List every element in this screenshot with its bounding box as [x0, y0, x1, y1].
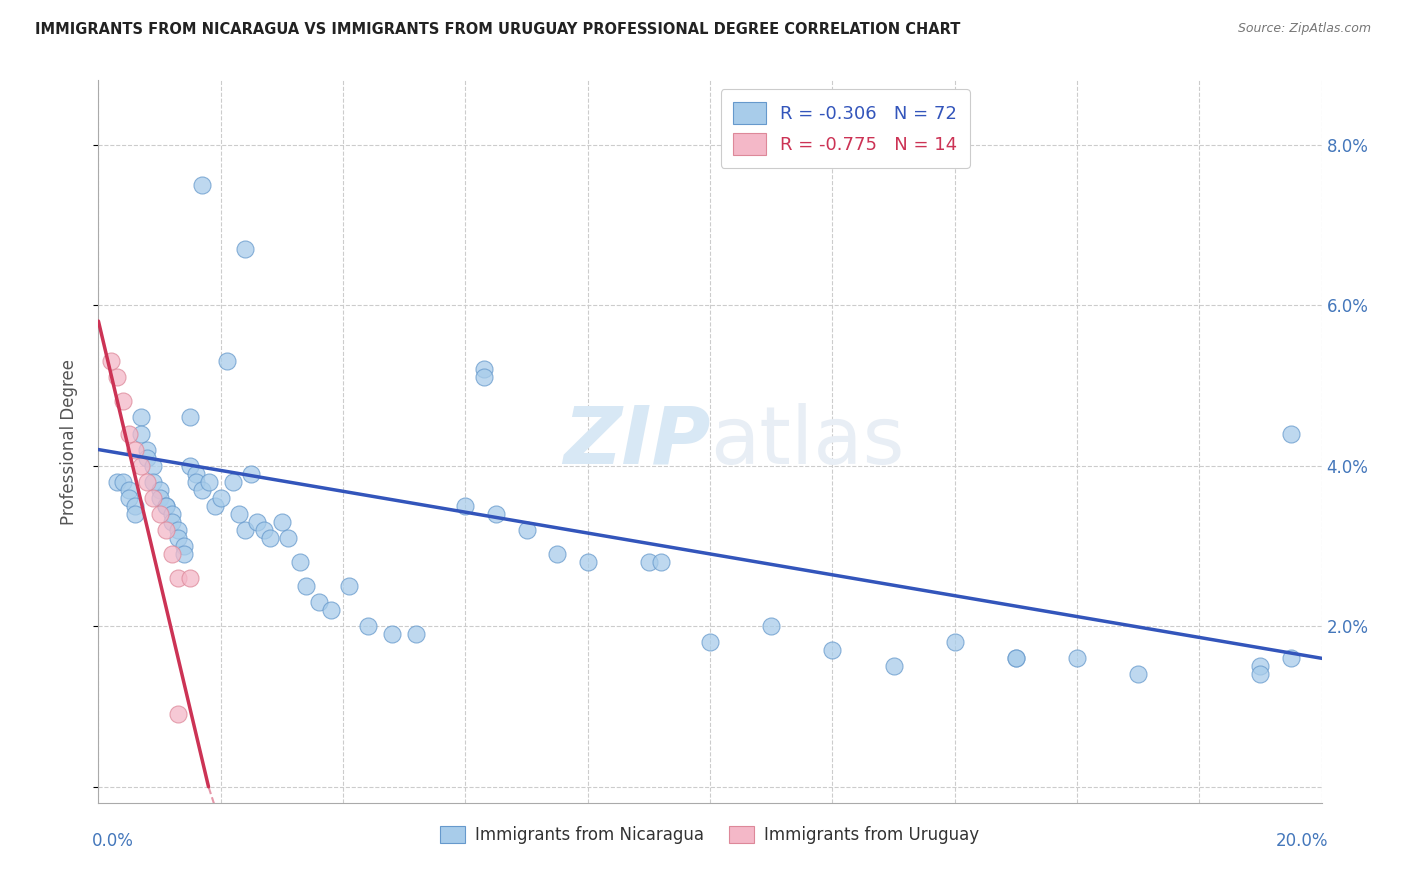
Point [319, 603, 342, 617]
Point [270, 515, 292, 529]
Point [160, 515, 183, 529]
Point [240, 467, 263, 481]
Point [111, 475, 134, 489]
Point [179, 410, 201, 425]
Point [191, 178, 214, 192]
Point [356, 619, 378, 633]
Point [186, 475, 208, 489]
Point [546, 547, 568, 561]
Point [173, 539, 195, 553]
Text: Source: ZipAtlas.com: Source: ZipAtlas.com [1237, 22, 1371, 36]
Point [1004, 651, 1026, 665]
Point [155, 523, 177, 537]
Point [105, 370, 128, 384]
Point [160, 507, 183, 521]
Point [191, 483, 214, 497]
Point [155, 499, 177, 513]
Point [129, 410, 152, 425]
Point [215, 354, 238, 368]
Point [204, 499, 226, 513]
Legend: Immigrants from Nicaragua, Immigrants from Uruguay: Immigrants from Nicaragua, Immigrants fr… [432, 817, 988, 852]
Text: ZIP: ZIP [562, 402, 710, 481]
Point [167, 707, 190, 722]
Point [160, 547, 183, 561]
Point [136, 442, 159, 457]
Point [516, 523, 538, 537]
Point [129, 458, 152, 473]
Point [1004, 651, 1026, 665]
Point [100, 354, 122, 368]
Point [118, 483, 141, 497]
Point [142, 491, 165, 505]
Point [650, 555, 672, 569]
Point [337, 579, 360, 593]
Point [124, 499, 146, 513]
Point [167, 571, 190, 585]
Point [1066, 651, 1088, 665]
Point [136, 475, 159, 489]
Point [118, 491, 141, 505]
Point [233, 242, 256, 256]
Point [124, 507, 146, 521]
Point [1249, 659, 1271, 673]
Point [1279, 426, 1302, 441]
Point [381, 627, 404, 641]
Point [105, 475, 128, 489]
Text: 20.0%: 20.0% [1275, 831, 1327, 850]
Point [759, 619, 782, 633]
Point [228, 507, 250, 521]
Point [295, 579, 318, 593]
Point [124, 442, 146, 457]
Point [118, 426, 141, 441]
Point [485, 507, 508, 521]
Point [142, 475, 165, 489]
Point [259, 531, 281, 545]
Text: 0.0%: 0.0% [93, 831, 134, 850]
Text: atlas: atlas [710, 402, 904, 481]
Point [233, 523, 256, 537]
Point [699, 635, 721, 649]
Point [821, 643, 844, 657]
Point [290, 555, 312, 569]
Point [111, 394, 134, 409]
Point [277, 531, 299, 545]
Point [1128, 667, 1150, 681]
Text: IMMIGRANTS FROM NICARAGUA VS IMMIGRANTS FROM URUGUAY PROFESSIONAL DEGREE CORRELA: IMMIGRANTS FROM NICARAGUA VS IMMIGRANTS … [35, 22, 960, 37]
Point [209, 491, 232, 505]
Point [308, 595, 330, 609]
Point [943, 635, 966, 649]
Point [167, 531, 190, 545]
Point [136, 450, 159, 465]
Point [252, 523, 274, 537]
Point [1279, 651, 1302, 665]
Point [454, 499, 477, 513]
Y-axis label: Professional Degree: Professional Degree [59, 359, 77, 524]
Point [222, 475, 245, 489]
Point [142, 458, 165, 473]
Point [1249, 667, 1271, 681]
Point [883, 659, 905, 673]
Point [149, 483, 172, 497]
Point [405, 627, 427, 641]
Point [576, 555, 599, 569]
Point [149, 507, 172, 521]
Point [186, 467, 208, 481]
Point [472, 362, 495, 376]
Point [246, 515, 269, 529]
Point [472, 370, 495, 384]
Point [179, 571, 201, 585]
Point [637, 555, 661, 569]
Point [149, 491, 172, 505]
Point [155, 499, 177, 513]
Point [197, 475, 219, 489]
Point [179, 458, 201, 473]
Point [173, 547, 195, 561]
Point [129, 426, 152, 441]
Point [167, 523, 190, 537]
